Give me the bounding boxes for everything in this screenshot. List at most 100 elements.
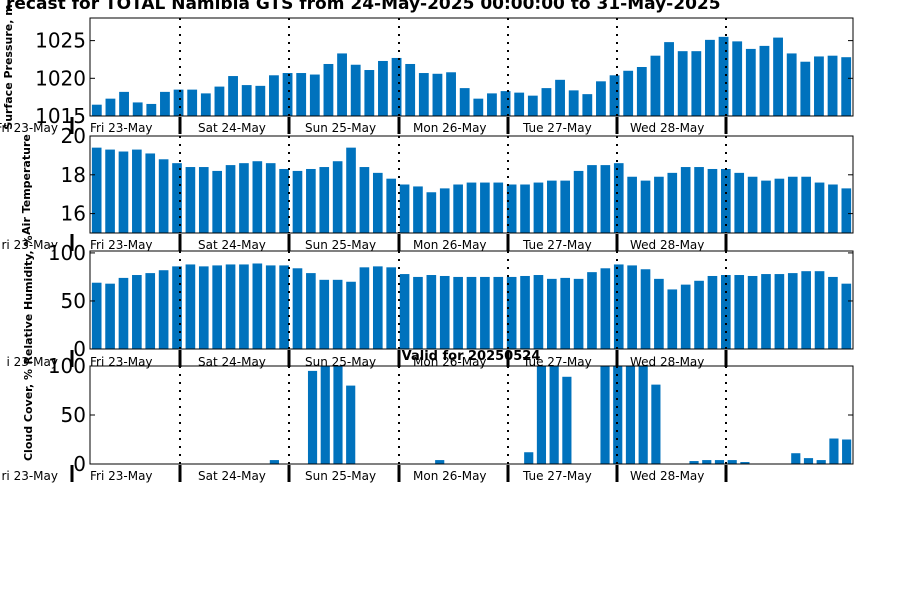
y-axis-label: Relative Humidity, %: [22, 235, 35, 364]
bar: [212, 170, 222, 233]
bar: [453, 184, 463, 233]
panel-3: 0 50 100 i 23-May Fri 23-May Sat 24-May Sun 25…: [6, 235, 854, 369]
bar: [506, 276, 517, 349]
bar: [650, 55, 661, 116]
bar: [426, 192, 437, 233]
bar: [333, 366, 343, 464]
bar: [405, 63, 416, 116]
bar: [252, 161, 263, 233]
bar: [399, 274, 410, 349]
bar: [306, 273, 316, 349]
y-axis-label: Air Temperature: [20, 134, 33, 235]
bar: [132, 149, 142, 233]
bar: [596, 81, 606, 116]
bar: [145, 273, 156, 349]
bar: [309, 74, 320, 116]
x-tick-label: Fri 23-May: [90, 238, 153, 252]
bar: [841, 283, 852, 349]
bar: [680, 167, 691, 233]
axes-frame: [89, 17, 854, 117]
panel-2: 16 18 20 ri 23-May Fri 23-May Sat 24-May Sun 2…: [2, 124, 854, 252]
bar: [549, 366, 559, 464]
bar: [225, 165, 236, 233]
bar: [493, 276, 504, 349]
bar: [386, 267, 397, 349]
bar: [386, 178, 397, 233]
bar: [829, 438, 839, 464]
bar: [801, 271, 811, 349]
panel-4: 0 50 100 ri 23-May Fri 23-May Sat 24-May Sun 2…: [2, 354, 854, 483]
bar: [198, 167, 209, 233]
bar: [787, 176, 798, 233]
bar: [185, 264, 196, 349]
bar: [459, 88, 470, 116]
bar: [827, 55, 838, 116]
bar: [493, 182, 504, 233]
bar: [158, 270, 169, 349]
bar: [473, 98, 484, 116]
bar: [446, 72, 456, 116]
bar: [241, 85, 252, 116]
x-tick-label: Wed 28-May: [630, 121, 704, 135]
bar: [500, 91, 511, 116]
bar: [721, 275, 731, 349]
bar: [600, 366, 610, 464]
bar: [364, 70, 375, 116]
x-tick-label: Mon 26-May: [413, 238, 487, 252]
axes-frame: [89, 250, 854, 350]
bar: [514, 92, 525, 116]
axes-frame: [89, 135, 854, 234]
bar: [555, 79, 565, 116]
bar: [399, 184, 410, 233]
bar: [705, 39, 715, 116]
bar: [640, 269, 651, 349]
bar: [265, 265, 276, 349]
bar: [118, 151, 129, 233]
bar: [158, 159, 169, 233]
bar: [734, 275, 745, 349]
bar: [747, 275, 758, 349]
bar: [718, 36, 729, 116]
bar: [185, 167, 196, 233]
bar: [560, 180, 571, 233]
bar: [732, 41, 743, 117]
bar: [252, 263, 263, 349]
bar: [527, 95, 538, 116]
bar: [841, 188, 852, 233]
bar: [547, 180, 557, 233]
x-tick-label: Fri 23-May: [0, 121, 58, 135]
bar: [761, 274, 771, 349]
bar: [119, 91, 129, 116]
y-tick-label: 1025: [35, 29, 86, 53]
bar: [487, 93, 497, 116]
bar: [359, 267, 370, 349]
panel-1: 1015 1020 1025 Fri 23-May Fri 23-May Sat 24-M…: [0, 4, 854, 135]
y-tick-label: 100: [48, 241, 86, 265]
bar: [587, 165, 597, 233]
bar: [306, 168, 316, 233]
bar: [667, 289, 678, 349]
x-tick-label: Sat 24-May: [198, 355, 266, 369]
bar: [814, 56, 824, 116]
bar: [774, 274, 785, 349]
bar: [636, 67, 647, 116]
bar: [702, 460, 712, 464]
bar: [426, 275, 437, 349]
bar: [533, 275, 544, 349]
bar: [466, 276, 477, 349]
bar: [745, 48, 756, 116]
bar: [667, 172, 678, 233]
bar: [435, 460, 445, 464]
bar: [627, 176, 637, 233]
y-tick-label: 0: [73, 452, 86, 476]
bar: [627, 265, 637, 349]
x-tick-label: ri 23-May: [2, 469, 59, 483]
x-tick-label: Mon 26-May: [413, 469, 487, 483]
bar: [439, 275, 450, 349]
bar: [372, 172, 383, 233]
bar: [761, 180, 771, 233]
y-axis-label: Surface Pressure, m: [2, 4, 15, 129]
bar: [506, 184, 517, 233]
bar: [453, 276, 463, 349]
bar: [466, 182, 477, 233]
